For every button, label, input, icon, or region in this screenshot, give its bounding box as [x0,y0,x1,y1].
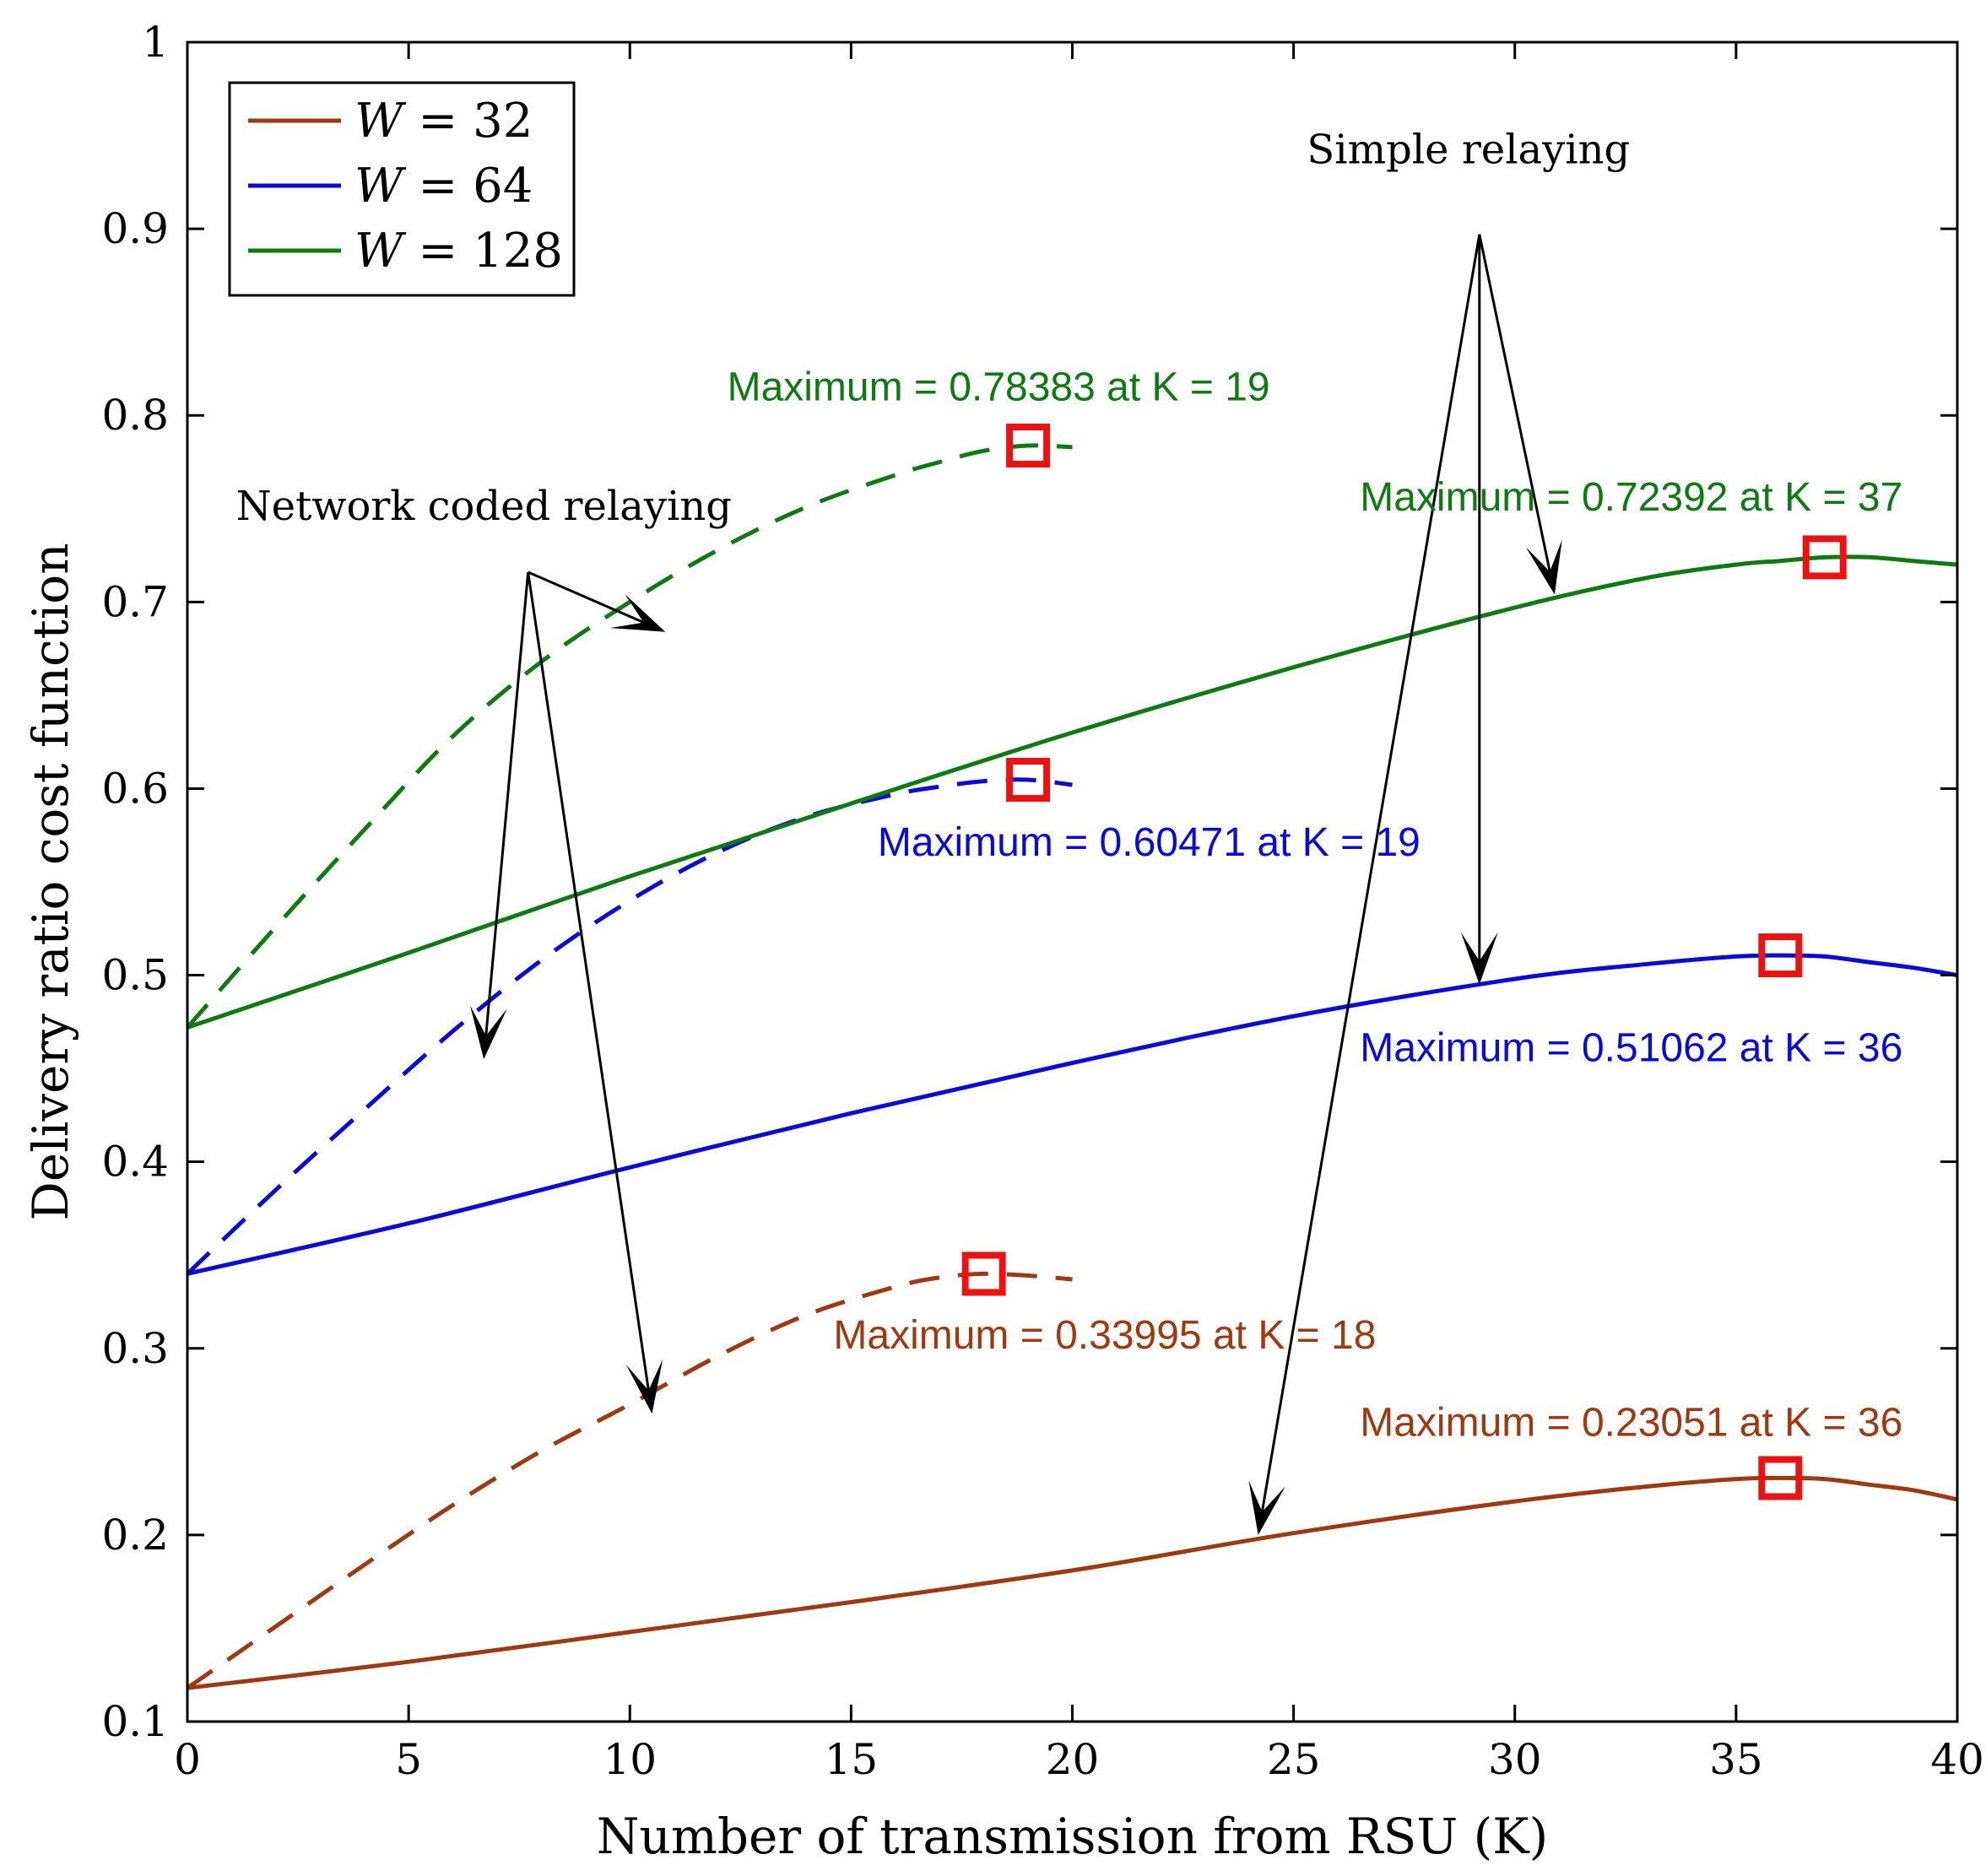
max-marker-1 [1802,535,1847,580]
arrow-line-0 [528,570,645,624]
x-tick-label-5: 25 [1267,1735,1321,1784]
legend-label-0: W = 32 [354,94,533,149]
y-axis-title: Delivery ratio cost function [22,543,79,1220]
max-annotation-4: Maximum = 0.33995 at K = 18 [833,1313,1376,1358]
arrow-head-1 [469,1005,507,1060]
x-tick-label-7: 35 [1709,1735,1763,1784]
axes-layer: 0 5 10 15 20 25 30 35 40 0.1 0.2 0.3 0.4 0.5 0.6 0.7 0.8… [22,18,1984,1865]
legend-value-0: 32 [473,94,533,149]
max-marker-0 [1006,423,1051,468]
legend-label-1: W = 64 [354,159,533,214]
series-line-4 [187,953,1958,1276]
series-line-0 [186,443,1073,1030]
series-line-3 [187,554,1958,1030]
max-marker-2 [1006,758,1051,803]
max-annotation-5: Maximum = 0.23051 at K = 36 [1360,1401,1902,1446]
legend-eq-0: = [403,94,474,149]
x-axis-title: Number of transmission from RSU (K) [597,1808,1548,1865]
max-annotation-0: Maximum = 0.78383 at K = 19 [728,365,1270,410]
annotations-layer: Maximum = 0.78383 at K = 19 Maximum = 0.7… [236,127,1903,1446]
arrows-layer [469,234,1562,1535]
max-marker-4 [961,1252,1006,1296]
arrow-head-4 [1460,932,1498,985]
y-tick-label-1: 0.2 [101,1511,169,1560]
arrow-line-3 [1478,234,1551,572]
y-tick-label-0: 0.1 [101,1697,169,1746]
arrow-head-0 [609,593,666,632]
legend-value-1: 64 [473,159,533,214]
arrow-head-3 [1525,539,1562,595]
y-tick-label-4: 0.5 [101,951,169,1000]
x-tick-label-0: 0 [174,1735,201,1784]
y-tick-label-7: 0.8 [101,391,169,440]
markers-layer [961,423,1847,1500]
x-tick-label-1: 5 [395,1735,422,1784]
arrow-line-2 [527,571,650,1391]
y-tick-label-6: 0.7 [101,577,169,626]
x-tick-label-6: 30 [1488,1735,1542,1784]
legend: W = 32W = 64W = 128 [228,81,576,297]
legend-var-2: W [354,224,407,278]
series-line-5 [187,1475,1958,1690]
y-tick-label-2: 0.3 [101,1324,169,1373]
arrow-head-5 [1248,1480,1285,1535]
arrow-line-5 [1260,234,1481,1512]
group-label-1: Simple relaying [1307,127,1630,174]
y-tick-label-5: 0.6 [101,764,169,813]
group-label-0: Network coded relaying [236,483,732,530]
legend-box [228,81,576,297]
y-tick-label-3: 0.4 [101,1138,169,1187]
y-tick-label-9: 1 [142,18,169,67]
max-annotation-1: Maximum = 0.72392 at K = 37 [1360,475,1902,520]
y-tick-label-8: 0.9 [101,204,169,253]
x-tick-label-2: 10 [603,1735,657,1784]
max-marker-5 [1758,1456,1803,1500]
series-layer [186,443,1958,1690]
legend-eq-1: = [403,159,474,214]
arrow-line-1 [484,571,530,1036]
x-tick-label-3: 15 [825,1735,879,1784]
legend-label-2: W = 128 [354,224,563,278]
max-annotation-3: Maximum = 0.51062 at K = 36 [1360,1025,1902,1070]
max-marker-3 [1758,933,1803,978]
x-tick-label-4: 20 [1046,1735,1100,1784]
legend-var-1: W [354,159,407,214]
series-line-1 [186,777,1073,1276]
legend-var-0: W [354,94,407,149]
x-tick-label-8: 40 [1930,1735,1984,1784]
max-annotation-2: Maximum = 0.60471 at K = 19 [878,820,1421,865]
legend-value-2: 128 [473,224,563,278]
legend-eq-2: = [403,224,474,278]
arrow-head-2 [625,1359,663,1414]
